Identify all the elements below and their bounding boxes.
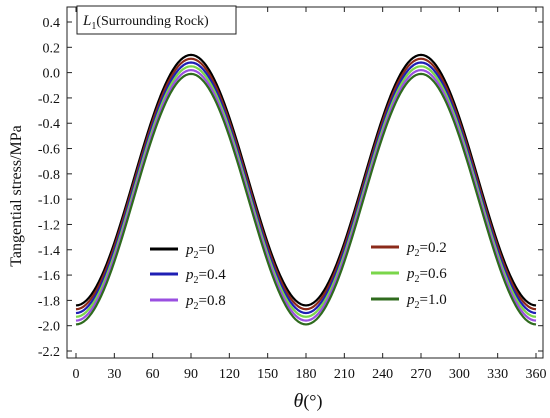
legend-value: =0.6 (420, 266, 448, 282)
legend-value: =0.8 (199, 293, 226, 309)
y-axis-label: Tangential stress/MPa (8, 125, 25, 267)
y-tick-label: -1.2 (38, 218, 60, 233)
x-axis-symbol: θ (293, 390, 303, 412)
x-tick-label: 210 (334, 367, 355, 382)
annotation-frame (76, 5, 237, 35)
legend-label-1: p2=0.2 (406, 240, 447, 259)
series-line-0 (75, 53, 537, 307)
x-tick-label: 330 (487, 367, 508, 382)
series-line-3 (75, 65, 537, 318)
legend-label-4: p2=0.8 (185, 293, 226, 312)
series-line-4 (75, 68, 537, 322)
legend-var: p (185, 267, 194, 283)
x-tick-label: 180 (296, 367, 317, 382)
y-tick-label: -0.2 (38, 92, 60, 107)
y-tick-label: -1.8 (38, 294, 60, 309)
x-tick-label: 60 (146, 367, 160, 382)
x-axis-unit: (°) (303, 391, 322, 412)
x-tick-label: 150 (257, 367, 278, 382)
legend-label-2: p2=0.4 (185, 267, 226, 286)
legend-sub: 2 (415, 274, 420, 285)
legend-var: p (185, 242, 194, 258)
y-tick-label: -0.4 (38, 117, 60, 132)
series-lines (75, 53, 537, 326)
y-tick-label: -1.6 (38, 269, 60, 284)
x-tick-label: 270 (411, 367, 432, 382)
x-tick-label: 120 (219, 367, 240, 382)
annotation-box: L1(Surrounding Rock) (76, 5, 237, 35)
legend-var: p (406, 240, 415, 256)
axes: 0 30 60 90 120 150 180 210 240 270 300 330 360 0.4 0.2… (38, 6, 547, 382)
y-tick-label: 0.2 (43, 41, 61, 56)
x-tick-label: 300 (449, 367, 470, 382)
annotation-subscript: 1 (91, 21, 96, 32)
y-tick-label: -0.6 (38, 143, 60, 158)
legend-label-5: p2=1.0 (406, 292, 447, 311)
y-tick-label: -2.0 (38, 320, 60, 335)
y-tick-label: 0.4 (43, 16, 61, 31)
legend-sub: 2 (415, 300, 420, 311)
legend-var: p (406, 292, 415, 308)
y-tick-label: -1.4 (38, 244, 60, 259)
legend-label-0: p2=0 (185, 242, 214, 261)
legend-var: p (185, 293, 194, 309)
x-tick-label: 0 (73, 367, 80, 382)
legend-value: =1.0 (420, 292, 447, 308)
x-axis-label: θ(°) (293, 390, 322, 412)
series-line-5 (75, 72, 537, 326)
legend-value: =0 (199, 242, 215, 258)
plot-frame (66, 6, 544, 359)
series-line-2 (75, 61, 537, 315)
x-tick-label: 90 (184, 367, 198, 382)
legend: p2=0 p2=0.2p2=0.4 p2=0.6p2=0.8 p2=1.0 (150, 240, 447, 312)
legend-sub: 2 (415, 248, 420, 259)
legend-value: =0.2 (420, 240, 447, 256)
legend-sub: 2 (194, 275, 199, 286)
annotation-label: L1(Surrounding Rock) (82, 13, 209, 32)
series-line-1 (75, 57, 537, 311)
legend-value: =0.4 (199, 267, 227, 283)
y-tick-label: -0.8 (38, 168, 60, 183)
x-tick-label: 30 (107, 367, 121, 382)
y-tick-label: -1.0 (38, 193, 60, 208)
legend-var: p (406, 266, 415, 282)
legend-sub: 2 (194, 250, 199, 261)
x-tick-label: 240 (372, 367, 393, 382)
y-tick-label: -2.2 (38, 345, 60, 360)
legend-sub: 2 (194, 301, 199, 312)
y-tick-label: 0.0 (43, 67, 61, 82)
annotation-text: (Surrounding Rock) (96, 14, 209, 29)
x-tick-label: 360 (526, 367, 547, 382)
legend-label-3: p2=0.6 (406, 266, 447, 285)
annotation-symbol: L (82, 13, 91, 29)
